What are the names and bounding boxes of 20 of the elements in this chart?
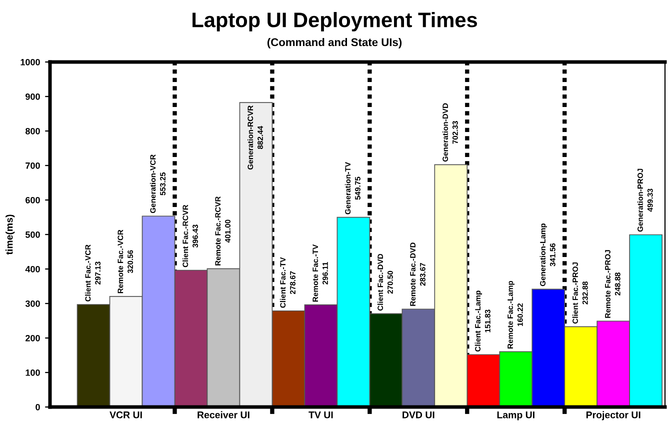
x-tick-label: DVD UI bbox=[402, 412, 434, 418]
y-tick-label: 700 bbox=[26, 162, 40, 169]
y-axis-title: time(ms) bbox=[6, 214, 15, 255]
y-tick-label: 900 bbox=[26, 93, 40, 100]
y-tick-label: 0 bbox=[36, 404, 40, 410]
y-tick-label: 400 bbox=[25, 266, 40, 272]
x-tick-label: Receiver UI bbox=[198, 411, 250, 418]
y-tick-label: 100 bbox=[26, 369, 40, 376]
chart-title: Laptop UI Deployment Times bbox=[192, 12, 478, 32]
y-tick-label: 600 bbox=[26, 196, 40, 204]
y-tick-label: 300 bbox=[25, 300, 40, 307]
y-tick-label: 800 bbox=[26, 128, 40, 134]
y-tick-label: 200 bbox=[26, 334, 40, 342]
x-tick-label: VCR UI bbox=[110, 411, 142, 418]
x-tick-label: Lamp UI bbox=[497, 412, 534, 420]
x-tick-label: Projector UI bbox=[586, 411, 640, 420]
y-tick-label: 500 bbox=[25, 231, 40, 238]
x-tick-label: TV UI bbox=[308, 412, 333, 418]
y-tick-label: 1000 bbox=[20, 58, 40, 66]
chart-subtitle: (Command and State UIs) bbox=[267, 38, 402, 48]
